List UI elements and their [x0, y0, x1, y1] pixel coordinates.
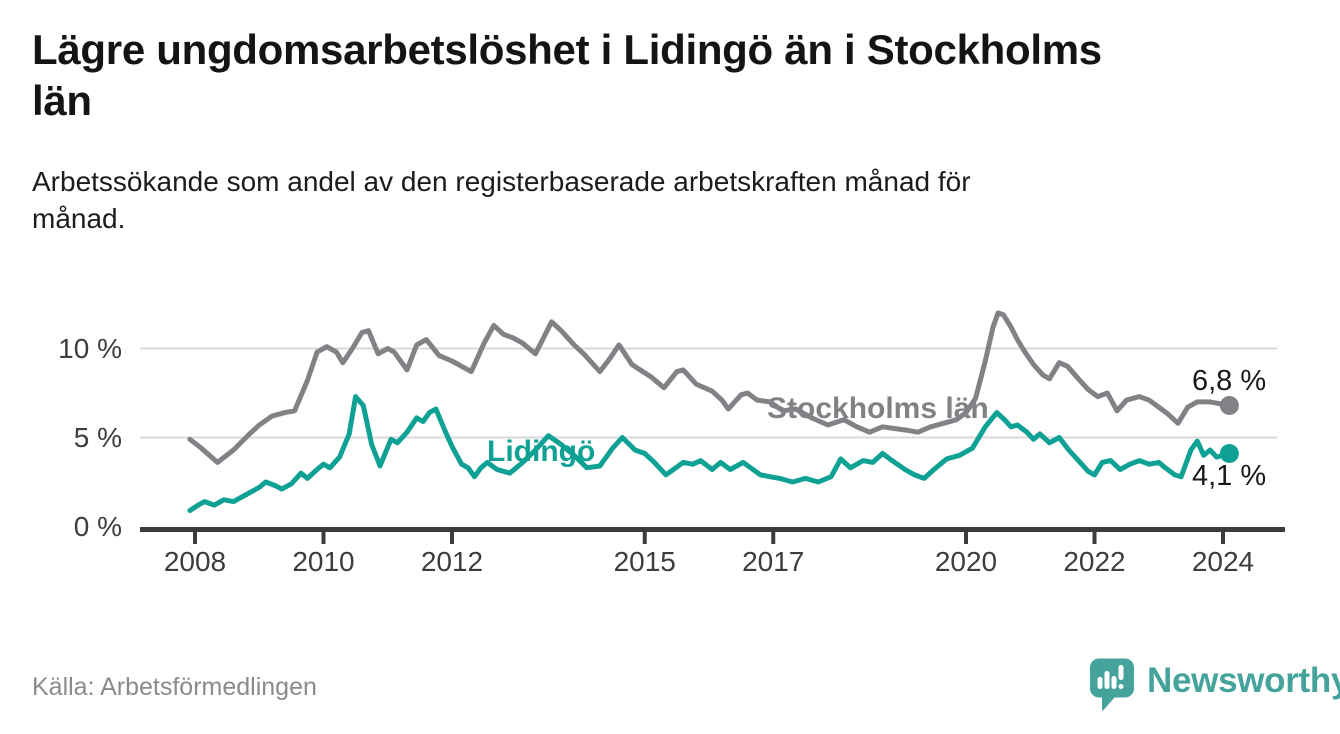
series-line-lidingo: [187, 394, 1232, 513]
series-line-stockholms-lan: [187, 310, 1232, 465]
x-axis-label-2017: 2017: [742, 546, 805, 577]
source-note: Källa: Arbetsförmedlingen: [32, 673, 317, 701]
chart-subtitle: Arbetssökande som andel av den registerb…: [32, 163, 971, 237]
x-axis-label-2015: 2015: [613, 546, 676, 577]
end-dot-stockholms-lan: [1219, 396, 1239, 415]
subtitle-line-2: månad.: [32, 203, 126, 234]
series-label-lidingo: Lidingö: [487, 435, 596, 468]
title-line-2: län: [32, 77, 92, 124]
y-axis-label-5: 5 %: [73, 421, 122, 453]
series-label-stockholms-lan: Stockholms län: [767, 392, 989, 425]
newsworthy-logo: Newsworthy: [1088, 657, 1340, 712]
y-axis-label-0: 0 %: [73, 510, 122, 542]
title-line-1: Lägre ungdomsarbetslöshet i Lidingö än i…: [32, 26, 1102, 73]
page-title: Lägre ungdomsarbetslöshet i Lidingö än i…: [32, 24, 1102, 126]
end-dot-lidingo: [1219, 444, 1239, 463]
end-value-label-lidingo: 4,1 %: [1192, 460, 1267, 492]
x-axis-label-2012: 2012: [420, 546, 484, 577]
x-axis-label-2010: 2010: [292, 546, 355, 577]
subtitle-line-1: Arbetssökande som andel av den registerb…: [32, 166, 971, 197]
x-axis-label-2024: 2024: [1191, 546, 1255, 577]
x-axis-label-2022: 2022: [1063, 546, 1126, 577]
newsworthy-speech-bubble-bar-chart-icon: [1090, 658, 1134, 711]
end-value-label-stockholms-lan: 6,8 %: [1192, 365, 1267, 397]
x-axis-label-2008: 2008: [163, 546, 227, 577]
newsworthy-wordmark: Newsworthy: [1147, 660, 1340, 700]
y-axis-label-10: 10 %: [58, 332, 122, 364]
x-axis-label-2020: 2020: [934, 546, 998, 577]
